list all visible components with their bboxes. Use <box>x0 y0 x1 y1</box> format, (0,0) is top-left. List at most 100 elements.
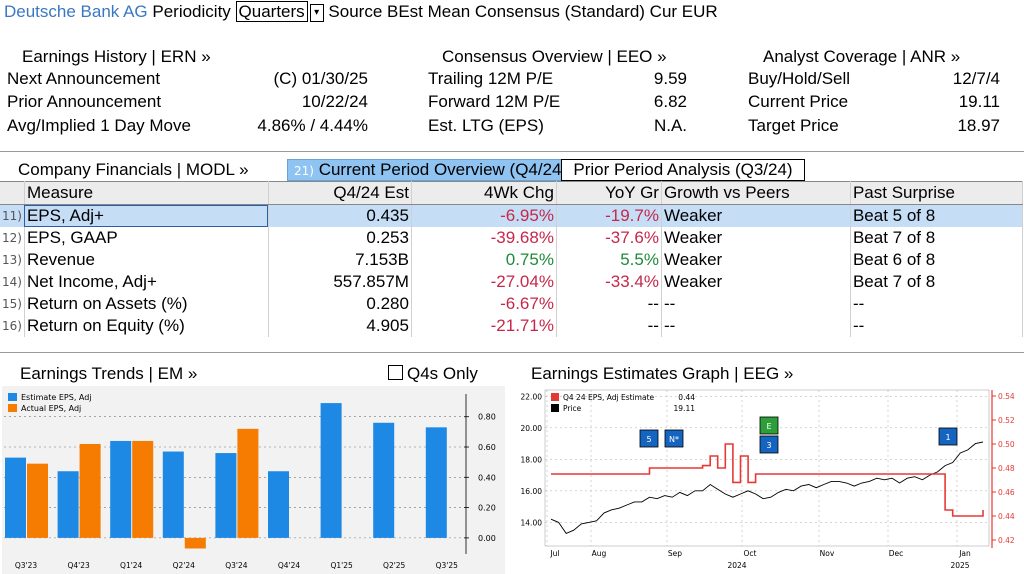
row-surprise: -- <box>850 293 1023 315</box>
row-est: 0.435 <box>268 204 412 227</box>
row-measure[interactable]: EPS, GAAP <box>24 227 269 249</box>
legend-swatch-estimate <box>8 393 17 401</box>
year-label: 2024 <box>727 561 746 570</box>
event-markers[interactable]: 5 N* E 3 1 <box>639 416 958 454</box>
table-row[interactable]: 16) Return on Equity (%) 4.905 -21.71% -… <box>0 315 1023 337</box>
current-price-label: Current Price <box>748 92 849 111</box>
trailing-pe-label: Trailing 12M P/E <box>428 69 554 88</box>
y-tick-label: 0.80 <box>478 413 496 422</box>
next-announcement-value: (C) 01/30/25 <box>273 69 369 88</box>
row-chg: -6.95% <box>411 204 557 227</box>
company-financials-link[interactable]: Company Financials | MODL » <box>18 160 249 179</box>
legend-swatch-estimate <box>551 393 559 401</box>
col-growth-peers[interactable]: Growth vs Peers <box>661 181 851 205</box>
target-price-label: Target Price <box>748 116 839 135</box>
bar-estimate <box>373 422 395 538</box>
table-row[interactable]: 11) EPS, Adj+ 0.435 -6.95% -19.7% Weaker… <box>0 204 1023 227</box>
year-label: 2025 <box>950 561 969 570</box>
chart-grid <box>545 390 989 546</box>
chart-lines <box>550 441 984 534</box>
implied-move-label: Avg/Implied 1 Day Move <box>7 116 191 135</box>
row-measure[interactable]: Return on Assets (%) <box>24 293 269 315</box>
row-measure[interactable]: Return on Equity (%) <box>24 315 269 337</box>
est-ltg-label: Est. LTG (EPS) <box>428 116 544 135</box>
x-tick-label: Oct <box>744 549 757 558</box>
x-tick-label: Sep <box>668 549 682 558</box>
col-past-surprise[interactable]: Past Surprise <box>850 181 1023 205</box>
row-peers: -- <box>661 315 851 337</box>
row-chg: -6.67% <box>411 293 557 315</box>
bar-estimate <box>320 403 342 538</box>
event-marker-label: 5 <box>646 435 651 444</box>
earnings-history-link[interactable]: Earnings History | ERN » <box>22 47 211 66</box>
row-yoy: -- <box>556 293 662 315</box>
bar-estimate <box>5 457 26 538</box>
analyst-coverage-link[interactable]: Analyst Coverage | ANR » <box>763 47 961 66</box>
row-surprise: Beat 5 of 8 <box>850 204 1023 227</box>
earnings-trends-chart: 0.00 0.20 0.40 0.60 0.80 Q3'23 Q4'23 Q1'24 Q2'24… <box>2 386 505 574</box>
col-measure[interactable]: Measure <box>24 181 269 205</box>
y-tick-label: 0.00 <box>478 534 496 543</box>
estimate-line <box>551 443 984 517</box>
table-row[interactable]: 15) Return on Assets (%) 0.280 -6.67% --… <box>0 293 1023 315</box>
row-measure[interactable]: Revenue <box>24 249 269 271</box>
table-row[interactable]: 13) Revenue 7.153B 0.75% 5.5% Weaker Bea… <box>0 249 1023 271</box>
earnings-graph-link[interactable]: Earnings Estimates Graph | EEG » <box>531 364 794 383</box>
tab-prior-period[interactable]: Prior Period Analysis (Q3/24) <box>561 159 805 181</box>
legend-estimate: Q4 24 EPS, Adj Estimate <box>563 393 655 402</box>
legend-swatch-price <box>551 404 559 412</box>
section-divider <box>0 151 1024 152</box>
section-divider <box>0 352 1024 353</box>
row-chg: 0.75% <box>411 249 557 271</box>
row-index: 13) <box>0 249 25 271</box>
bar-estimate <box>268 471 289 538</box>
tab-current-period[interactable]: 21) Current Period Overview (Q4/24) <box>287 159 575 181</box>
financials-table: Measure Q4/24 Est 4Wk Chg YoY Gr Growth … <box>0 181 1023 337</box>
x-tick-label: Q2'24 <box>173 561 196 570</box>
tab-current-period-label: Current Period Overview (Q4/24) <box>318 160 568 179</box>
buy-hold-sell-label: Buy/Hold/Sell <box>748 69 851 88</box>
left-tick-label: 16.00 <box>521 487 543 496</box>
earnings-trends-link[interactable]: Earnings Trends | EM » <box>20 364 198 383</box>
q4s-only-checkbox[interactable]: Q4s Only <box>388 364 478 384</box>
table-row[interactable]: 14) Net Income, Adj+ 557.857M -27.04% -3… <box>0 271 1023 293</box>
event-marker-box <box>759 416 779 435</box>
legend-estimate: Estimate EPS, Adj <box>21 393 92 402</box>
x-tick-label: Q3'24 <box>225 561 248 570</box>
consensus-overview-link[interactable]: Consensus Overview | EEO » <box>442 47 667 66</box>
bar-estimate <box>215 453 237 538</box>
col-est[interactable]: Q4/24 Est <box>268 181 412 205</box>
forward-pe-label: Forward 12M P/E <box>428 92 561 111</box>
row-measure[interactable]: EPS, Adj+ <box>24 204 269 227</box>
bar-estimate <box>110 440 132 538</box>
legend-price: Price <box>563 404 582 413</box>
right-tick-label: 0.50 <box>998 440 1015 449</box>
row-index: 11) <box>0 204 25 227</box>
row-surprise: Beat 7 of 8 <box>850 271 1023 293</box>
earnings-estimates-chart: 14.00 16.00 18.00 20.00 22.00 0.42 0.44 0.46 0.4… <box>509 386 1024 574</box>
row-yoy: -37.6% <box>556 227 662 249</box>
col-4wk-chg[interactable]: 4Wk Chg <box>411 181 557 205</box>
row-surprise: -- <box>850 315 1023 337</box>
bar-actual <box>27 463 48 538</box>
row-measure[interactable]: Net Income, Adj+ <box>24 271 269 293</box>
tab-prior-period-label: Prior Period Analysis (Q3/24) <box>573 160 793 179</box>
right-tick-label: 0.46 <box>998 488 1015 497</box>
periodicity-dropdown[interactable]: Quarters <box>235 1 308 22</box>
target-price-value: 18.97 <box>957 116 1000 135</box>
chart-bars <box>5 403 447 549</box>
row-peers: -- <box>661 293 851 315</box>
table-row[interactable]: 12) EPS, GAAP 0.253 -39.68% -37.6% Weake… <box>0 227 1023 249</box>
checkbox-icon[interactable] <box>388 365 403 380</box>
legend-actual: Actual EPS, Adj <box>21 404 81 413</box>
periodicity-label: Periodicity <box>152 2 231 21</box>
x-tick-label: Jul <box>549 549 559 558</box>
col-yoy[interactable]: YoY Gr <box>556 181 662 205</box>
chevron-down-icon[interactable]: ▾ <box>309 3 324 22</box>
event-marker-box <box>938 427 958 446</box>
left-tick-label: 14.00 <box>521 518 543 527</box>
chart-axis: 0.00 0.20 0.40 0.60 0.80 Q3'23 Q4'23 Q1'24 Q2'24… <box>15 394 496 570</box>
header-bar: Deutsche Bank AG Periodicity Quarters ▾ S… <box>4 1 718 22</box>
row-est: 557.857M <box>268 271 412 293</box>
est-ltg-value: N.A. <box>653 116 687 135</box>
